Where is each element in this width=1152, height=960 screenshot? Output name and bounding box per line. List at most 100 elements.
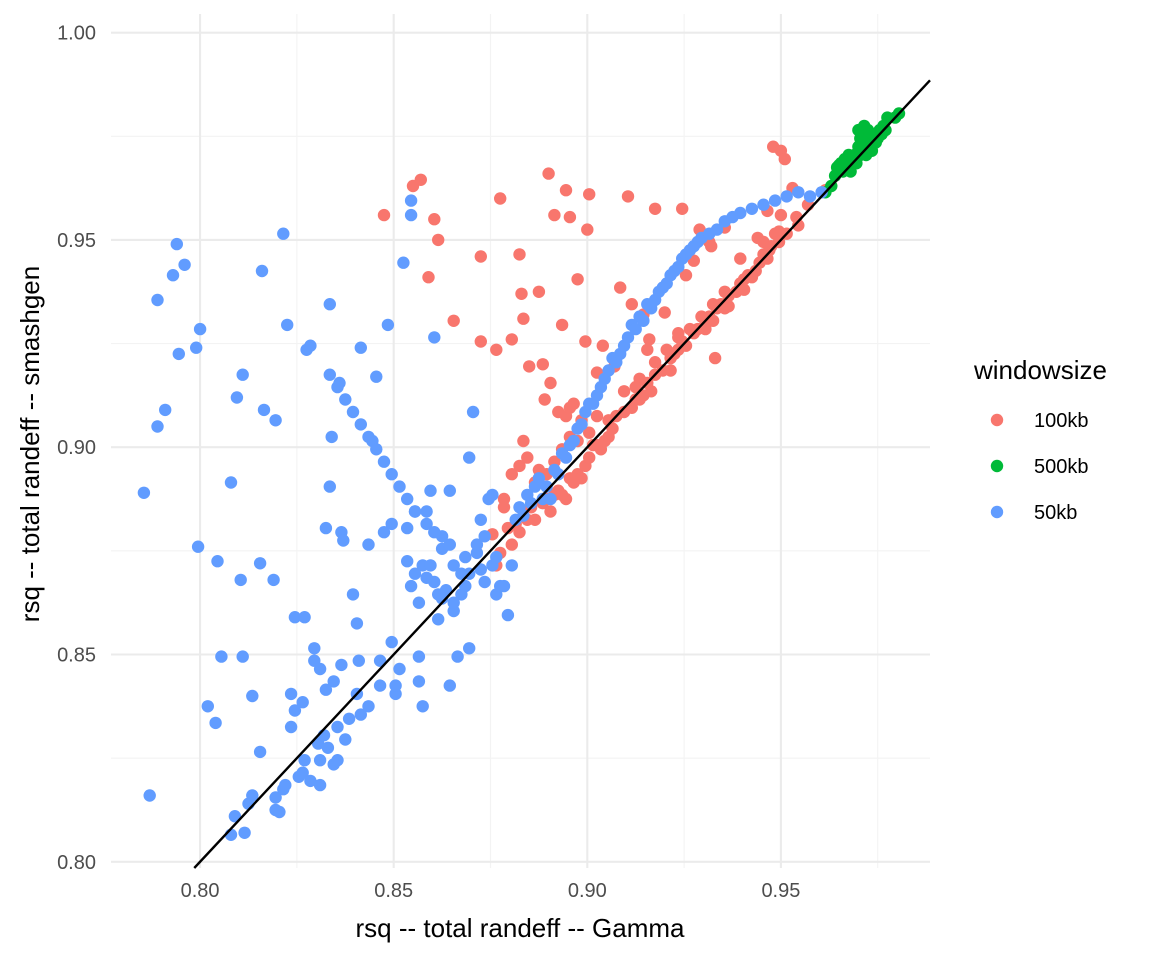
point-50kb bbox=[321, 741, 335, 754]
point-100kb bbox=[505, 538, 518, 551]
point-50kb bbox=[352, 654, 365, 667]
point-50kb bbox=[178, 258, 191, 271]
point-100kb bbox=[617, 385, 631, 398]
point-50kb bbox=[401, 555, 414, 568]
point-50kb bbox=[323, 480, 336, 493]
point-50kb bbox=[404, 194, 418, 207]
point-50kb bbox=[478, 575, 491, 589]
point-50kb bbox=[416, 700, 429, 713]
point-50kb bbox=[335, 658, 348, 672]
point-50kb bbox=[193, 322, 207, 336]
point-100kb bbox=[505, 333, 518, 346]
point-50kb bbox=[234, 573, 247, 587]
point-100kb bbox=[774, 208, 788, 222]
point-50kb bbox=[768, 194, 782, 207]
point-100kb bbox=[676, 202, 689, 215]
point-50kb bbox=[373, 654, 387, 667]
point-100kb bbox=[544, 376, 557, 390]
point-500kb bbox=[869, 136, 882, 149]
point-50kb bbox=[575, 418, 588, 431]
point-50kb bbox=[172, 347, 185, 361]
point-100kb bbox=[377, 208, 391, 222]
point-50kb bbox=[346, 405, 360, 419]
point-50kb bbox=[269, 791, 282, 804]
point-50kb bbox=[544, 492, 557, 506]
point-100kb bbox=[648, 202, 662, 215]
point-50kb bbox=[420, 571, 433, 584]
point-100kb bbox=[515, 287, 528, 300]
point-100kb bbox=[513, 248, 526, 261]
point-100kb bbox=[575, 472, 588, 485]
point-50kb bbox=[447, 596, 460, 609]
point-50kb bbox=[323, 298, 336, 311]
point-50kb bbox=[362, 430, 375, 444]
point-50kb bbox=[319, 521, 333, 535]
point-50kb bbox=[424, 484, 437, 497]
point-50kb bbox=[428, 526, 441, 539]
point-100kb bbox=[645, 385, 658, 398]
point-50kb bbox=[228, 810, 242, 823]
point-50kb bbox=[313, 662, 327, 676]
y-tick-label: 0.85 bbox=[57, 645, 96, 667]
point-100kb bbox=[643, 333, 656, 346]
point-100kb bbox=[494, 192, 507, 205]
legend-key-500kb bbox=[990, 459, 1004, 473]
legend-key-100kb bbox=[990, 413, 1004, 427]
point-50kb bbox=[267, 573, 280, 587]
point-50kb bbox=[331, 754, 344, 767]
point-100kb bbox=[555, 318, 569, 332]
point-50kb bbox=[370, 443, 383, 456]
identity-line bbox=[193, 79, 931, 869]
point-100kb bbox=[792, 219, 805, 232]
point-100kb bbox=[428, 213, 441, 226]
point-100kb bbox=[559, 492, 573, 506]
point-100kb bbox=[523, 360, 536, 373]
point-100kb bbox=[447, 314, 460, 327]
point-50kb bbox=[486, 488, 499, 502]
point-100kb bbox=[590, 409, 604, 423]
point-100kb bbox=[625, 298, 638, 311]
point-50kb bbox=[281, 318, 294, 332]
legend-label-50kb: 50kb bbox=[1034, 502, 1077, 524]
point-50kb bbox=[151, 293, 164, 307]
point-50kb bbox=[745, 202, 759, 215]
point-50kb bbox=[373, 679, 387, 692]
point-50kb bbox=[230, 391, 244, 404]
point-50kb bbox=[815, 186, 828, 199]
point-100kb bbox=[614, 281, 627, 294]
point-50kb bbox=[304, 339, 317, 352]
point-50kb bbox=[559, 451, 573, 464]
point-50kb bbox=[567, 434, 580, 448]
point-50kb bbox=[224, 476, 238, 489]
point-100kb bbox=[596, 339, 609, 352]
point-50kb bbox=[459, 550, 472, 564]
point-50kb bbox=[288, 704, 302, 717]
point-50kb bbox=[447, 559, 460, 572]
point-50kb bbox=[792, 186, 805, 199]
point-100kb bbox=[532, 285, 546, 298]
point-50kb bbox=[288, 611, 302, 624]
point-100kb bbox=[505, 468, 518, 481]
point-100kb bbox=[563, 401, 577, 414]
point-100kb bbox=[660, 343, 673, 356]
point-50kb bbox=[215, 650, 228, 663]
point-50kb bbox=[710, 223, 724, 236]
point-50kb bbox=[412, 650, 426, 663]
point-50kb bbox=[255, 264, 269, 278]
point-50kb bbox=[342, 712, 356, 725]
point-50kb bbox=[803, 190, 817, 203]
point-50kb bbox=[209, 716, 222, 730]
point-100kb bbox=[497, 501, 511, 514]
point-100kb bbox=[761, 252, 774, 265]
point-50kb bbox=[284, 720, 298, 734]
point-100kb bbox=[517, 434, 530, 448]
point-50kb bbox=[497, 579, 511, 593]
point-50kb bbox=[389, 679, 402, 692]
point-100kb bbox=[559, 184, 573, 197]
point-50kb bbox=[470, 538, 484, 551]
y-axis-title: rsq -- total randeff -- smashgen bbox=[15, 266, 45, 622]
point-100kb bbox=[679, 269, 693, 282]
legend-label-100kb: 100kb bbox=[1034, 410, 1089, 432]
point-50kb bbox=[420, 505, 433, 518]
